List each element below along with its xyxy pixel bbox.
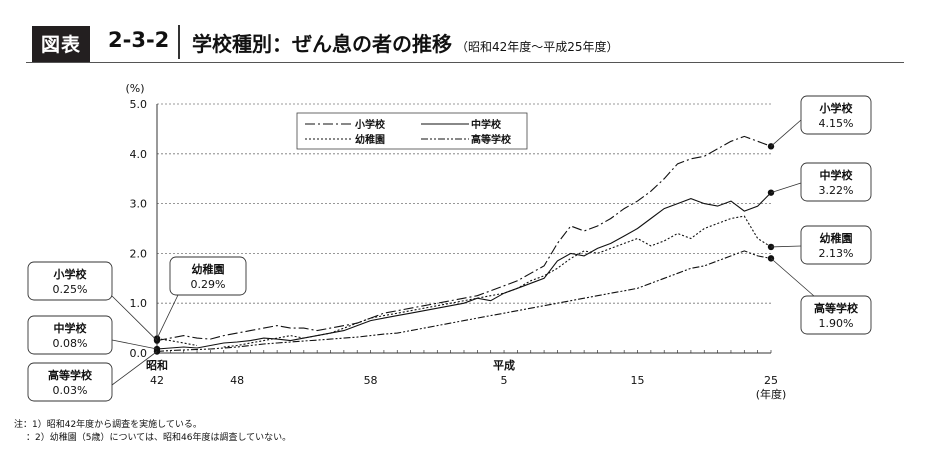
series-line-3	[156, 215, 772, 348]
callout-label: 中学校	[820, 168, 854, 182]
callout-value: 3.22%	[819, 184, 854, 197]
callout-value: 0.29%	[191, 278, 226, 291]
y-tick-label: 1.0	[130, 297, 148, 310]
series-start-point	[153, 348, 161, 355]
legend-box	[296, 112, 528, 150]
legend-label: 中学校	[471, 118, 502, 131]
callout-box	[169, 256, 247, 296]
header-rule	[26, 62, 904, 63]
figure-badge: 図表	[32, 26, 91, 62]
callout-value: 2.13%	[819, 247, 854, 260]
figure-title-main: 学校種別：ぜん息の者の推移	[192, 32, 452, 56]
callout-value: 0.03%	[53, 384, 88, 397]
x-unit-label: (年度)	[756, 387, 787, 401]
callout-box	[27, 362, 113, 402]
callout-box	[800, 225, 872, 265]
callout-label: 小学校	[819, 101, 854, 115]
callout-leader	[770, 119, 802, 147]
x-tick-era-label: 昭和	[146, 358, 168, 372]
y-tick-label: 4.0	[130, 148, 148, 161]
figure-number: 2-3-2	[108, 28, 170, 52]
callout-label: 幼稚園	[820, 231, 853, 245]
callout-box	[800, 295, 872, 335]
y-tick-label: 5.0	[130, 98, 148, 111]
footnote-2: ：2）幼稚園（5歳）については、昭和46年度は調査していない。	[26, 433, 292, 443]
legend-label: 高等学校	[471, 133, 512, 146]
callout-label: 中学校	[54, 321, 88, 335]
x-tick-label: 58	[364, 374, 378, 387]
callout-leader	[770, 245, 802, 248]
figure-subtitle: （昭和42年度～平成25年度）	[456, 40, 619, 54]
callout-label: 小学校	[53, 267, 88, 281]
callout-label: 高等学校	[814, 301, 859, 315]
callout-leader	[770, 182, 802, 194]
callout-leader	[111, 295, 158, 341]
y-unit-label: (%)	[125, 82, 144, 95]
series-line-1	[156, 135, 772, 342]
series-line-2	[156, 192, 772, 350]
x-tick-label: 48	[230, 374, 244, 387]
callout-value: 0.25%	[53, 283, 88, 296]
footnotes: 注：1）昭和42年度から調査を実施している。 ：2）幼稚園（5歳）については、昭…	[14, 419, 291, 445]
footnote-1: 注：1）昭和42年度から調査を実施している。	[14, 420, 202, 430]
callout-box	[800, 95, 872, 135]
y-tick-label: 2.0	[130, 247, 148, 260]
callout-value: 4.15%	[819, 117, 854, 130]
callout-label: 幼稚園	[192, 262, 225, 276]
callout-box	[800, 162, 872, 202]
legend-label: 幼稚園	[355, 133, 385, 146]
y-tick-label: 3.0	[130, 198, 148, 211]
x-tick-label: 25	[764, 374, 778, 387]
callout-label: 高等学校	[48, 368, 93, 382]
callout-leader	[770, 258, 815, 297]
callout-box	[27, 261, 113, 301]
figure-title: 学校種別：ぜん息の者の推移 （昭和42年度～平成25年度）	[192, 28, 619, 57]
header-separator	[178, 25, 180, 59]
y-tick-label: 0.0	[130, 347, 148, 360]
callout-value: 1.90%	[819, 317, 854, 330]
x-tick-label: 42	[150, 374, 164, 387]
figure-header: 図表 2-3-2 学校種別：ぜん息の者の推移 （昭和42年度～平成25年度）	[26, 22, 906, 62]
x-tick-era-label: 平成	[493, 358, 515, 372]
callout-value: 0.08%	[53, 337, 88, 350]
series-line-4	[156, 250, 772, 353]
legend-label: 小学校	[354, 118, 386, 131]
x-tick-label: 5	[501, 374, 508, 387]
callout-leader	[111, 339, 158, 350]
callout-leader	[111, 351, 158, 386]
callout-box	[27, 315, 113, 355]
x-tick-label: 15	[631, 374, 645, 387]
callout-leader	[156, 294, 179, 339]
line-chart: 0.0 1.0 2.0 3.0 4.0 5.0 (%) 昭和 42 48 58 平成 5 15 25(年度)…	[27, 82, 872, 402]
